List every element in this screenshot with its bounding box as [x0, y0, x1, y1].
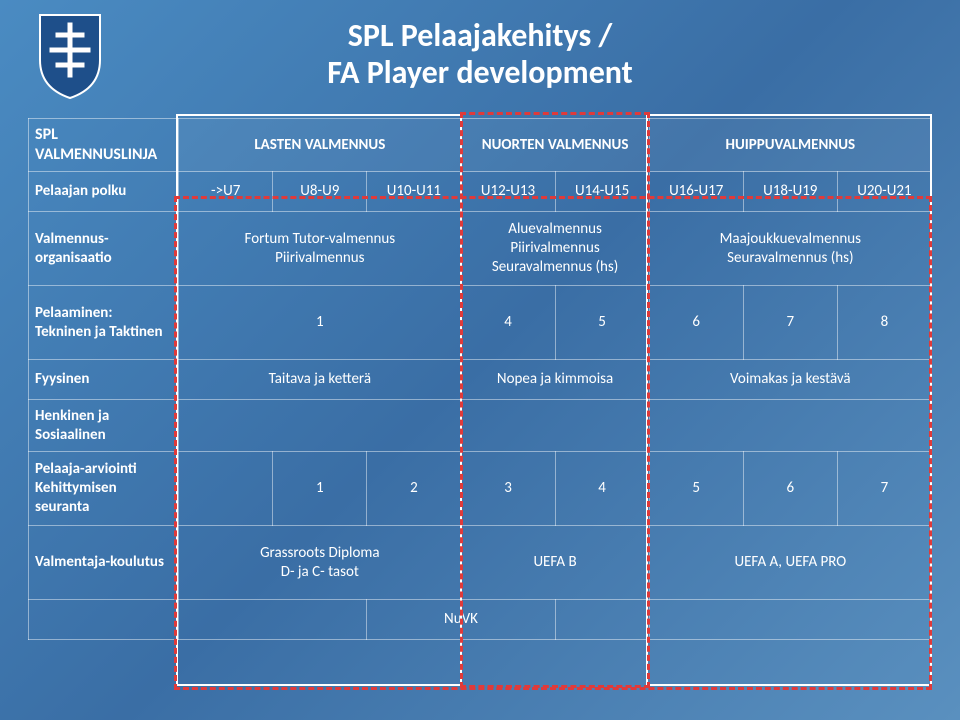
r3-c8: 8 [837, 286, 931, 360]
r3-label: Pelaaminen:Tekninen ja Taktinen [29, 286, 179, 360]
r6-c3: 2 [367, 452, 461, 526]
r1-c3: U10-U11 [367, 172, 461, 212]
r5-label: Henkinen ja Sosiaalinen [29, 400, 179, 452]
r1-c7: U18-U19 [743, 172, 837, 212]
r3-g1: 1 [179, 286, 461, 360]
r1-c4: U12-U13 [461, 172, 555, 212]
r6-c5: 4 [555, 452, 649, 526]
r3-c6: 6 [649, 286, 743, 360]
r1-c8: U20-U21 [837, 172, 931, 212]
r8-nuvk: NuVK [367, 600, 555, 640]
r6-c1 [179, 452, 273, 526]
r6-c7: 6 [743, 452, 837, 526]
federation-logo [30, 10, 110, 100]
r2-g2: AluevalmennusPiirivalmennusSeuravalmennu… [461, 212, 649, 286]
header-rowlabel: SPL VALMENNUSLINJA [29, 119, 179, 172]
r4-g1: Taitava ja ketterä [179, 360, 461, 400]
r6-c8: 7 [837, 452, 931, 526]
r8-g1a [179, 600, 367, 640]
r3-c4: 4 [461, 286, 555, 360]
r2-label: Valmennus-organisaatio [29, 212, 179, 286]
r5-g3 [649, 400, 931, 452]
title-line1: SPL Pelaajakehitys / [348, 16, 612, 55]
r4-g2: Nopea ja kimmoisa [461, 360, 649, 400]
header-group2: NUORTEN VALMENNUS [461, 119, 649, 172]
r1-c5: U14-U15 [555, 172, 649, 212]
r7-g3: UEFA A, UEFA PRO [649, 526, 931, 600]
r6-c6: 5 [649, 452, 743, 526]
r7-g2: UEFA B [461, 526, 649, 600]
r8-label [29, 600, 179, 640]
r2-g1: Fortum Tutor-valmennusPiirivalmennus [179, 212, 461, 286]
header-group1: LASTEN VALMENNUS [179, 119, 461, 172]
title-line2: FA Player development [327, 53, 633, 92]
r4-label: Fyysinen [29, 360, 179, 400]
r7-g1: Grassroots DiplomaD- ja C- tasot [179, 526, 461, 600]
r2-g3: MaajoukkuevalmennusSeuravalmennus (hs) [649, 212, 931, 286]
r8-g3 [649, 600, 931, 640]
r1-c2: U8-U9 [273, 172, 367, 212]
r6-label: Pelaaja-arviointiKehittymisen seuranta [29, 452, 179, 526]
r8-g2a [555, 600, 649, 640]
r5-g1 [179, 400, 461, 452]
r6-c4: 3 [461, 452, 555, 526]
matrix-table: SPL VALMENNUSLINJA LASTEN VALMENNUS NUOR… [28, 118, 932, 640]
page-title: SPL Pelaajakehitys / FA Player developme… [0, 0, 960, 92]
r5-g2 [461, 400, 649, 452]
r1-label: Pelaajan polku [29, 172, 179, 212]
r1-c1: ->U7 [179, 172, 273, 212]
r3-c5: 5 [555, 286, 649, 360]
r4-g3: Voimakas ja kestävä [649, 360, 931, 400]
r1-c6: U16-U17 [649, 172, 743, 212]
r3-c7: 7 [743, 286, 837, 360]
r6-c2: 1 [273, 452, 367, 526]
header-group3: HUIPPUVALMENNUS [649, 119, 931, 172]
r7-label: Valmentaja-koulutus [29, 526, 179, 600]
